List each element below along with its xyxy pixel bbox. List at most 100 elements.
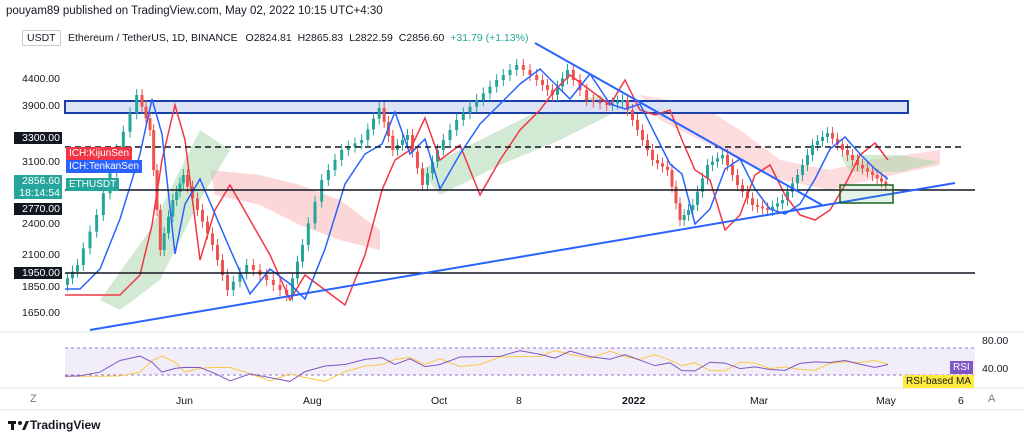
indicator-tag: ETHUSDT (66, 178, 120, 191)
time-label: Jun (176, 395, 193, 407)
cloud-green (100, 130, 230, 310)
candle (751, 198, 754, 205)
publisher: pouyam89 published on TradingView.com, M… (6, 5, 383, 17)
zoom-button[interactable]: Z (30, 393, 37, 405)
candle (861, 165, 864, 169)
rsi-line (64, 350, 889, 382)
candle (687, 210, 690, 215)
candle (468, 106, 472, 114)
candle (678, 203, 682, 220)
time-label: Mar (750, 395, 769, 407)
candle (296, 261, 299, 279)
time-label: Aug (303, 395, 322, 407)
price-label: 2100.00 (22, 249, 60, 261)
candle (326, 170, 330, 180)
candle (701, 178, 704, 192)
candle (353, 143, 357, 147)
price-label: 2400.00 (22, 218, 60, 230)
time-label: 8 (516, 395, 522, 407)
candle (682, 215, 686, 220)
candle (696, 191, 699, 205)
trendline (89, 182, 956, 331)
candle (391, 136, 395, 150)
change: +31.79 (+1.13%) (450, 32, 529, 44)
candle (736, 175, 739, 185)
candle (716, 158, 719, 162)
candle (148, 118, 152, 130)
candle (726, 155, 729, 165)
candle (846, 150, 849, 155)
price-label: 1650.00 (22, 307, 60, 319)
candle (71, 271, 74, 279)
time-label: Oct (431, 395, 448, 407)
rsi-label: 40.00 (982, 363, 1009, 375)
candle (238, 273, 242, 282)
candle (135, 95, 139, 114)
indicator-tag: ICH:KijunSen (66, 147, 133, 160)
price-label: 2856.60 (14, 175, 62, 187)
price-label: 18:14:54 (14, 187, 62, 199)
candle (801, 165, 804, 175)
plot-area (65, 28, 975, 388)
candle (178, 183, 182, 192)
candle (121, 131, 125, 150)
candle (167, 216, 170, 234)
candle (591, 100, 595, 102)
candle (181, 175, 185, 184)
candle (306, 223, 310, 245)
candle (66, 278, 69, 285)
candle (201, 210, 204, 222)
candle (796, 175, 799, 184)
candle (245, 265, 249, 274)
candle (461, 113, 465, 120)
candle (521, 65, 525, 70)
candle (171, 200, 175, 217)
candle (621, 100, 624, 102)
candle (196, 198, 199, 210)
candle (706, 165, 709, 179)
candle (501, 75, 505, 80)
candle (301, 245, 304, 262)
candle (426, 173, 429, 185)
candle (313, 201, 317, 224)
currency-button[interactable]: USDT (22, 30, 61, 46)
candle (406, 135, 409, 140)
auto-button[interactable]: A (988, 393, 996, 405)
candle (152, 130, 156, 170)
candle (585, 90, 589, 100)
candle (831, 133, 834, 139)
candle (631, 110, 634, 120)
candle (495, 80, 499, 87)
close: C2856.60 (398, 32, 445, 44)
candle (806, 155, 809, 165)
price-label: 2770.00 (14, 203, 62, 215)
candle (766, 208, 769, 210)
candle (360, 140, 364, 144)
time-label: May (876, 395, 896, 407)
candle (162, 233, 166, 250)
legend: Ethereum / TetherUS, 1D, BINANCE O2824.8… (68, 32, 533, 44)
high: H2865.83 (297, 32, 344, 44)
candle (515, 65, 519, 70)
indicator-tag: ICH:TenkanSen (66, 160, 143, 173)
candle (880, 178, 883, 182)
focus-box (839, 184, 894, 204)
candle (377, 108, 381, 119)
candle (821, 137, 824, 141)
candle (416, 151, 419, 169)
candle (651, 150, 654, 160)
candle (340, 150, 344, 160)
candle (206, 221, 209, 234)
price-label: 3100.00 (22, 156, 60, 168)
candle (140, 95, 144, 107)
symbol: Ethereum / TetherUS, 1D, BINANCE (68, 32, 238, 44)
candle (884, 181, 888, 185)
candle (756, 205, 759, 207)
candle (226, 275, 229, 290)
candle (598, 101, 602, 104)
candle (666, 166, 669, 170)
candle (856, 160, 859, 165)
candle (528, 70, 532, 75)
candle (366, 129, 370, 140)
